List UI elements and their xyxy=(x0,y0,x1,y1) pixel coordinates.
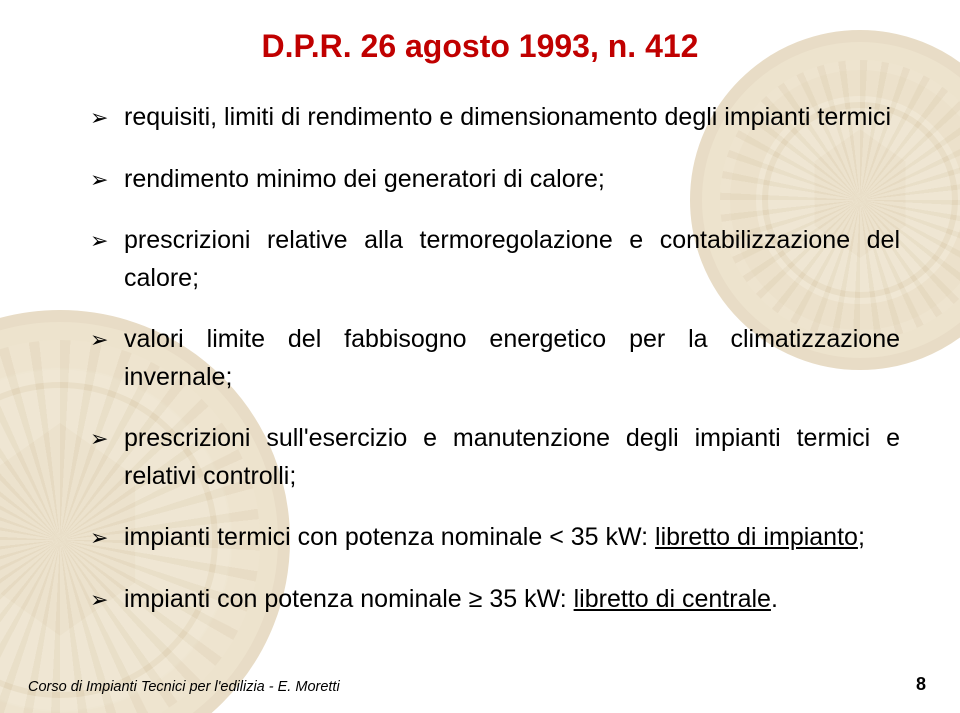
list-item: impianti termici con potenza nominale < … xyxy=(90,519,900,557)
bullet-list: requisiti, limiti di rendimento e dimens… xyxy=(60,99,900,618)
list-item: requisiti, limiti di rendimento e dimens… xyxy=(90,99,900,137)
list-item: prescrizioni sull'esercizio e manutenzio… xyxy=(90,420,900,495)
bullet-text: prescrizioni sull'esercizio e manutenzio… xyxy=(124,424,900,490)
slide-content: D.P.R. 26 agosto 1993, n. 412 requisiti,… xyxy=(0,0,960,713)
bullet-text: valori limite del fabbisogno energetico … xyxy=(124,325,900,391)
bullet-suffix: ; xyxy=(858,523,865,551)
list-item: valori limite del fabbisogno energetico … xyxy=(90,321,900,396)
bullet-suffix: . xyxy=(771,585,778,613)
list-item: rendimento minimo dei generatori di calo… xyxy=(90,161,900,199)
list-item: prescrizioni relative alla termoregolazi… xyxy=(90,222,900,297)
page-number: 8 xyxy=(916,674,926,695)
bullet-underline: libretto di centrale xyxy=(574,585,771,613)
bullet-prefix: impianti termici con potenza nominale < … xyxy=(124,523,655,551)
bullet-text: requisiti, limiti di rendimento e dimens… xyxy=(124,103,891,131)
slide-title: D.P.R. 26 agosto 1993, n. 412 xyxy=(60,28,900,65)
bullet-text: rendimento minimo dei generatori di calo… xyxy=(124,165,605,193)
bullet-underline: libretto di impianto xyxy=(655,523,858,551)
list-item: impianti con potenza nominale ≥ 35 kW: l… xyxy=(90,581,900,619)
footer-text: Corso di Impianti Tecnici per l'edilizia… xyxy=(28,679,340,695)
bullet-text: prescrizioni relative alla termoregolazi… xyxy=(124,226,900,292)
bullet-prefix: impianti con potenza nominale ≥ 35 kW: xyxy=(124,585,574,613)
